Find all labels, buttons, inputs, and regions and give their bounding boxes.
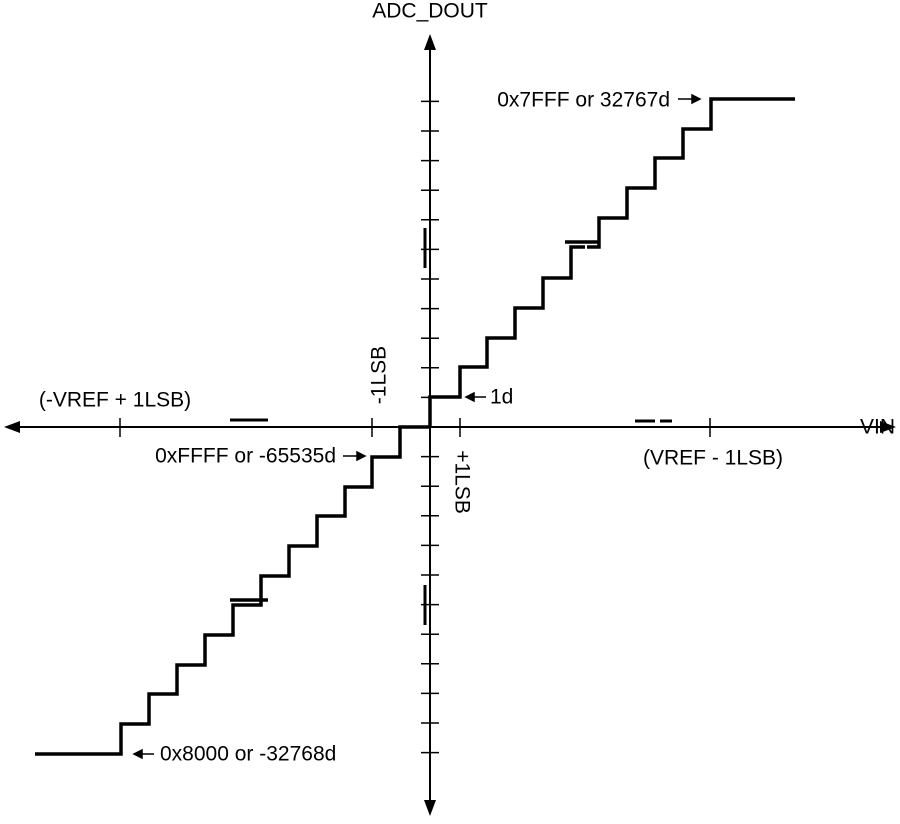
x-ticks: [119, 418, 711, 437]
plus-lsb-label: +1LSB: [450, 450, 473, 514]
y-axis-label: ADC_DOUT: [372, 0, 488, 23]
pos-vref-label: (VREF - 1LSB): [643, 447, 783, 470]
minus-lsb-label: -1LSB: [368, 346, 391, 404]
axis-arrows: [4, 34, 896, 816]
minus-one-code-label: 0xFFFF or -65535d: [155, 445, 336, 468]
one-label: 1d: [490, 386, 513, 409]
neg-vref-label: (-VREF + 1LSB): [39, 389, 191, 412]
min-code-label: 0x8000 or -32768d: [160, 743, 336, 766]
staircase-upper: [428, 97, 795, 427]
staircase-lower: [35, 425, 430, 756]
axis-breaks: [230, 228, 672, 625]
annotation-arrows: [132, 93, 702, 760]
x-axis-label: VIN: [860, 416, 895, 439]
max-code-label: 0x7FFF or 32767d: [497, 89, 670, 112]
